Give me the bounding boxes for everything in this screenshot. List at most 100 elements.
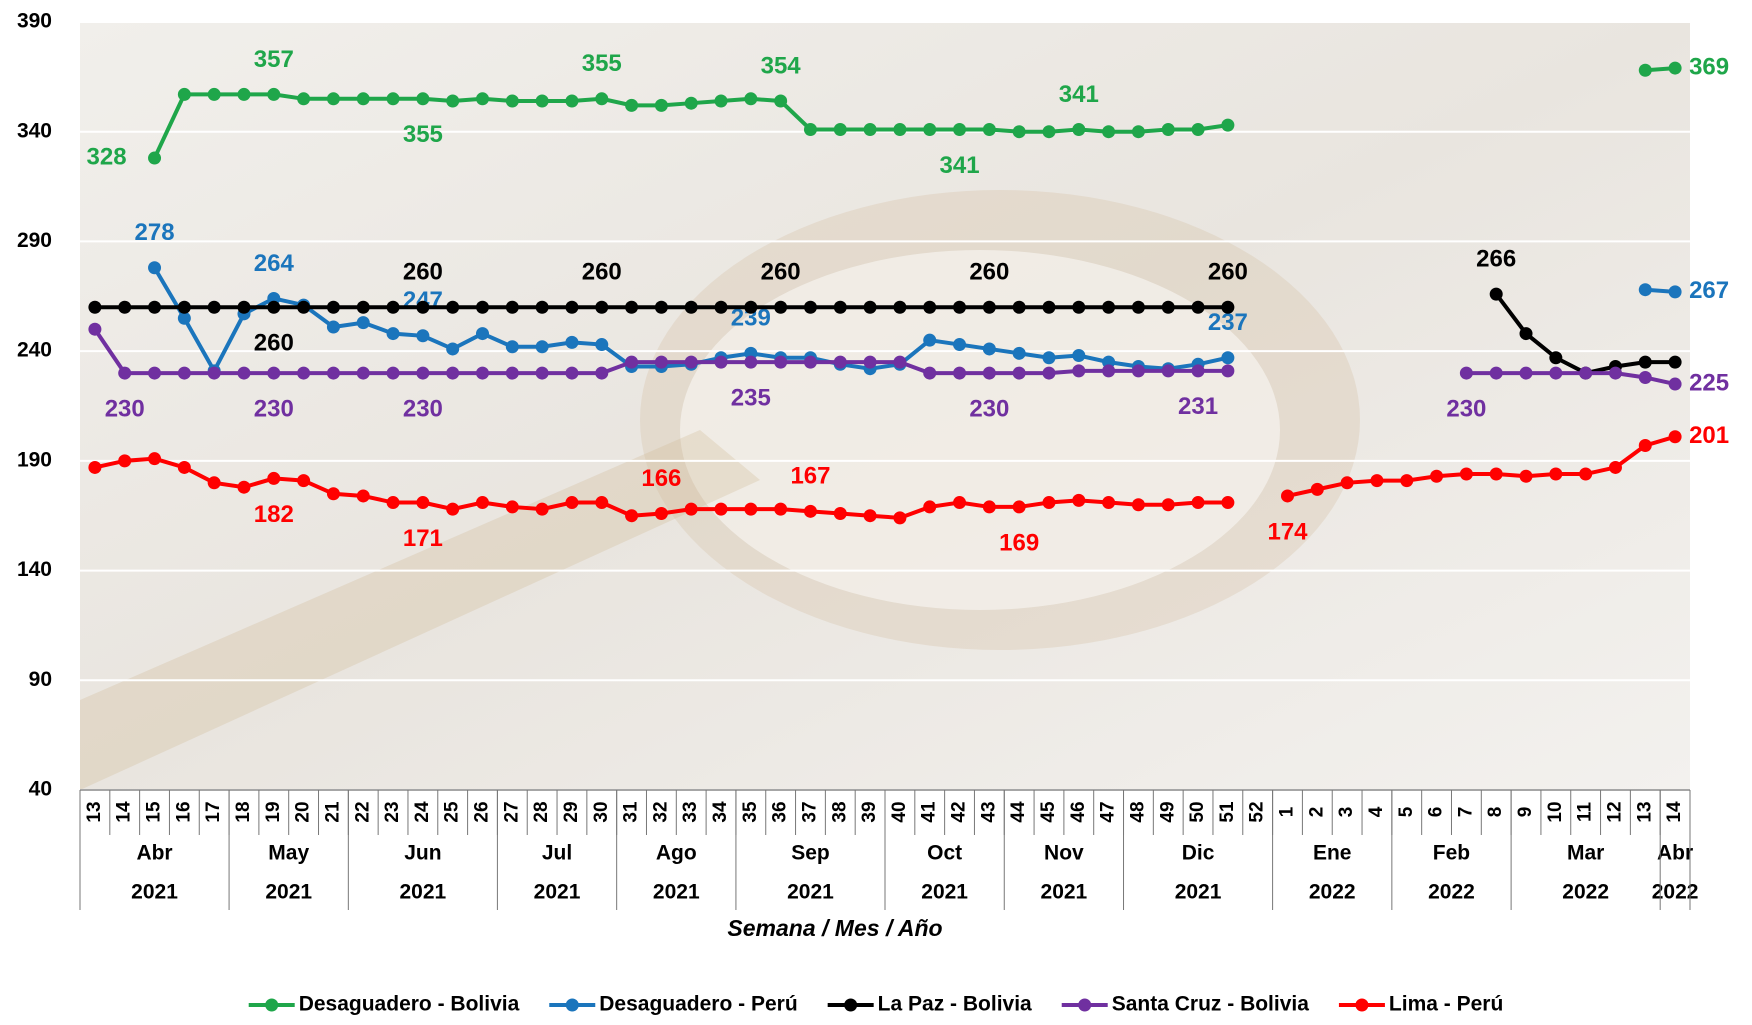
x-tick-label: 35 [740, 801, 761, 823]
x-tick-label: 13 [84, 801, 105, 822]
data-point [1459, 366, 1473, 380]
data-point [893, 300, 907, 314]
data-label: 182 [254, 501, 294, 528]
x-tick-label: 42 [949, 801, 970, 822]
data-point [267, 300, 281, 314]
data-point [1549, 467, 1563, 481]
data-point [1608, 460, 1622, 474]
data-point [1161, 498, 1175, 512]
data-point [565, 496, 579, 510]
data-point [684, 502, 698, 516]
data-point [1102, 125, 1116, 139]
x-tick-label: 29 [561, 801, 582, 822]
data-point [1340, 476, 1354, 490]
month-label: Feb [1433, 842, 1470, 865]
data-point [237, 480, 251, 494]
data-point [1012, 366, 1026, 380]
data-point [207, 87, 221, 101]
year-label: 2022 [1428, 881, 1475, 904]
data-point [386, 496, 400, 510]
x-tick-label: 14 [1664, 801, 1685, 823]
data-point [1638, 355, 1652, 369]
data-point [535, 94, 549, 108]
data-point [416, 329, 430, 343]
month-label: Mar [1567, 842, 1604, 865]
data-point [625, 300, 639, 314]
data-point [207, 476, 221, 490]
data-point [386, 366, 400, 380]
y-tick-label: 190 [17, 448, 52, 471]
data-point [982, 342, 996, 356]
data-label: 174 [1267, 518, 1308, 545]
data-point [1012, 500, 1026, 514]
data-point [923, 123, 937, 137]
data-point [118, 300, 132, 314]
data-point [505, 500, 519, 514]
data-point [476, 300, 489, 314]
data-point [1221, 351, 1235, 365]
data-label: 260 [403, 259, 443, 286]
data-point [893, 511, 907, 525]
legend-marker [1355, 998, 1369, 1012]
data-point [207, 300, 221, 314]
year-label: 2021 [131, 881, 178, 904]
data-label: 260 [969, 259, 1009, 286]
data-point [1131, 364, 1145, 378]
year-label: 2021 [534, 881, 581, 904]
data-point [803, 123, 817, 137]
x-tick-label: 39 [859, 801, 880, 822]
data-point [207, 366, 221, 380]
data-label: 341 [1059, 81, 1099, 108]
data-point [1519, 327, 1533, 341]
data-point [326, 366, 340, 380]
data-label: 355 [582, 50, 622, 77]
data-point [625, 98, 639, 112]
data-point [1668, 377, 1682, 391]
data-label: 278 [135, 219, 175, 246]
data-point [148, 300, 162, 314]
data-point [505, 340, 519, 354]
data-point [88, 460, 102, 474]
data-point [1221, 364, 1235, 378]
x-tick-label: 11 [1575, 802, 1596, 823]
legend-marker [565, 998, 579, 1012]
data-point [326, 300, 340, 314]
data-point [237, 300, 251, 314]
x-tick-label: 4 [1366, 806, 1387, 817]
data-point [684, 300, 698, 314]
data-point [595, 338, 609, 352]
data-point [326, 487, 340, 501]
data-point [1519, 469, 1533, 483]
data-point [595, 366, 609, 380]
month-label: Abr [1657, 842, 1693, 865]
data-label: 357 [254, 46, 294, 73]
data-point [446, 342, 460, 356]
data-label: 169 [999, 529, 1039, 556]
data-point [416, 300, 430, 314]
y-tick-label: 140 [17, 558, 52, 581]
x-tick-label: 5 [1396, 806, 1417, 817]
data-point [654, 355, 668, 369]
data-point [356, 92, 370, 106]
x-tick-label: 34 [710, 801, 731, 823]
data-point [744, 300, 758, 314]
y-tick-label: 290 [17, 229, 52, 252]
year-label: 2022 [1562, 881, 1609, 904]
x-tick-label: 31 [621, 801, 642, 823]
data-point [356, 300, 370, 314]
data-label: 230 [969, 395, 1009, 422]
data-point [953, 300, 967, 314]
data-point [297, 366, 311, 380]
data-label: 328 [87, 143, 127, 170]
data-point [654, 507, 668, 521]
data-point [1042, 125, 1056, 139]
data-point [356, 489, 370, 503]
data-point [1072, 300, 1086, 314]
x-tick-label: 22 [352, 801, 373, 822]
data-point [1638, 63, 1652, 77]
data-point [744, 92, 758, 106]
data-point [923, 333, 937, 347]
data-point [714, 355, 728, 369]
data-point [654, 98, 668, 112]
data-point [356, 366, 370, 380]
